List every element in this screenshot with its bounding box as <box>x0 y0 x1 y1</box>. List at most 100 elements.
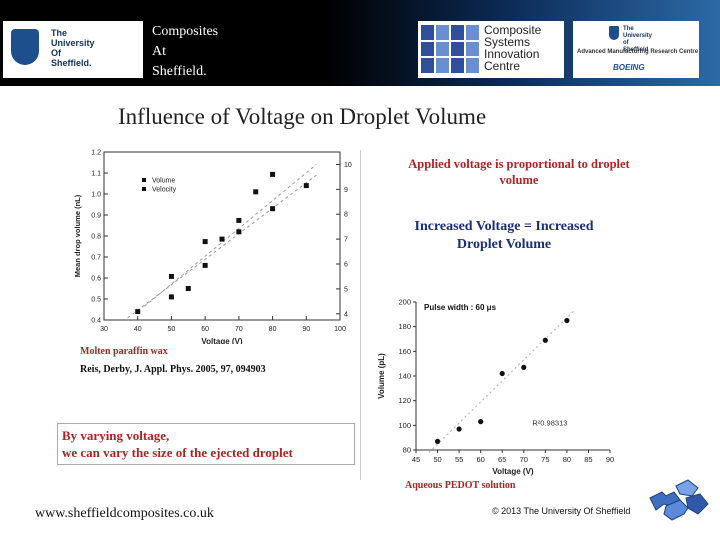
volume-point <box>270 206 276 212</box>
y2-tick-label: 8 <box>344 212 348 219</box>
x-tick-label: 70 <box>520 455 528 464</box>
fit-line-volume <box>127 174 317 319</box>
x-tick-label: 80 <box>269 326 277 333</box>
boeing-logo-text: BOEING <box>613 63 645 72</box>
pulse-annotation: Pulse width : 60 μs <box>424 303 497 312</box>
header-title: Composites At Sheffield. <box>152 24 219 79</box>
fit-line <box>428 309 576 453</box>
y-axis-label: Volume (pL) <box>377 353 386 399</box>
y-tick-label: 0.5 <box>91 297 101 304</box>
y2-tick-label: 4 <box>344 311 348 318</box>
x-tick-label: 50 <box>168 326 176 333</box>
legend-label-velocity: Velocity <box>152 187 177 194</box>
x-tick-label: 75 <box>541 455 549 464</box>
legend-label-volume: Volume <box>152 178 175 185</box>
x-tick-label: 100 <box>334 326 346 333</box>
amrc-crest-icon <box>609 26 619 40</box>
y-tick-label: 1.1 <box>91 171 101 178</box>
csic-logo: Composite Systems Innovation Centre <box>418 21 564 78</box>
x-axis-label: Voltage (V) <box>492 467 534 476</box>
callout-line-2: we can vary the size of the ejected drop… <box>62 445 293 460</box>
x-tick-label: 90 <box>606 455 614 464</box>
slide-title: Influence of Voltage on Droplet Volume <box>118 104 487 129</box>
y2-tick-label: 10 <box>344 162 352 169</box>
x-tick-label: 65 <box>498 455 506 464</box>
university-logo-text: The University Of Sheffield. <box>51 28 95 68</box>
y2-tick-label: 6 <box>344 262 348 269</box>
note-proportional: Applied voltage is proportional to dropl… <box>408 157 630 187</box>
volume-point <box>202 262 208 268</box>
callout-line-1: By varying voltage, <box>62 428 170 443</box>
y2-tick-label: 5 <box>344 286 348 293</box>
y-tick-label: 80 <box>403 446 411 455</box>
volume-point <box>236 229 242 235</box>
y-tick-label: 0.7 <box>91 255 101 262</box>
caption-pedot: Aqueous PEDOT solution <box>405 480 516 491</box>
velocity-point <box>253 189 259 195</box>
volume-point <box>185 286 191 291</box>
x-tick-label: 45 <box>412 455 420 464</box>
amrc-university-text: The University of Sheffield <box>623 26 653 53</box>
velocity-point <box>270 171 276 177</box>
legend-marker-volume <box>142 178 146 182</box>
legend-marker-velocity <box>142 187 146 191</box>
x-tick-label: 60 <box>476 455 484 464</box>
voltage-chart-1: 30 40 50 60 70 80 90 100 0.4 0.5 0.6 0.7 0.8 0.9 1.0 1.… <box>73 150 352 345</box>
divider <box>360 150 361 480</box>
caption-paraffin: Molten paraffin wax <box>80 346 168 357</box>
university-crest-icon <box>11 29 39 65</box>
plot-frame <box>103 151 341 321</box>
puzzle-logo-icon <box>649 479 709 521</box>
x-tick-label: 60 <box>201 326 209 333</box>
y-tick-label: 120 <box>398 396 411 405</box>
y-tick-label: 1.0 <box>91 192 101 199</box>
csic-logo-text: Composite Systems Innovation Centre <box>484 23 542 73</box>
amrc-text: Advanced Manufacturing Research Centre <box>577 49 699 55</box>
x-tick-label: 55 <box>455 455 463 464</box>
velocity-point <box>236 217 242 223</box>
callout-text: By varying voltage, we can vary the size … <box>62 427 293 461</box>
y-tick-label: 0.9 <box>91 213 101 220</box>
y-tick-label: 180 <box>398 322 411 331</box>
x-tick-label: 30 <box>100 326 108 333</box>
x-tick-label: 85 <box>584 455 592 464</box>
note-increased: Increased Voltage = Increased Droplet Vo… <box>414 219 594 252</box>
x-tick-label: 80 <box>563 455 571 464</box>
volume-point <box>456 426 462 432</box>
volume-point <box>478 419 484 425</box>
y-tick-label: 100 <box>398 421 411 430</box>
y2-tick-label: 9 <box>344 187 348 194</box>
y-tick-label: 160 <box>398 347 411 356</box>
y-tick-label: 0.8 <box>91 234 101 241</box>
volume-point <box>564 317 570 324</box>
footer-copyright: © 2013 The University Of Sheffield <box>492 506 631 516</box>
velocity-point <box>168 273 174 279</box>
citation: Reis, Derby, J. Appl. Phys. 2005, 97, 09… <box>80 364 266 375</box>
footer-url[interactable]: www.sheffieldcomposites.co.uk <box>35 506 214 521</box>
volume-point <box>542 337 548 343</box>
y2-tick-label: 7 <box>344 237 348 244</box>
velocity-point <box>202 239 208 245</box>
amrc-logo: The University of Sheffield Advanced Man… <box>573 21 699 78</box>
y-tick-label: 200 <box>398 298 411 307</box>
voltage-chart-2: 45 50 55 60 65 70 75 80 85 90 80 100 120 140 160 180 200… <box>377 298 614 477</box>
velocity-point <box>219 236 225 242</box>
y-tick-label: 1.2 <box>91 150 101 157</box>
volume-point <box>168 294 174 300</box>
y-tick-label: 0.6 <box>91 276 101 283</box>
x-tick-label: 40 <box>134 326 142 333</box>
x-axis-label: Voltage (V) <box>201 337 243 344</box>
fit-label: R²0.98313 <box>532 418 567 427</box>
callout-box: By varying voltage, we can vary the size … <box>57 423 355 465</box>
x-tick-label: 50 <box>433 455 441 464</box>
y-tick-label: 0.4 <box>91 318 101 325</box>
university-logo: The University Of Sheffield. <box>3 21 143 78</box>
volume-point <box>521 364 527 370</box>
x-tick-label: 70 <box>235 326 243 333</box>
header-bar: The University Of Sheffield. Composites … <box>0 0 720 86</box>
y-axis-label: Mean drop volume (nL) <box>73 194 82 277</box>
csic-mark-icon <box>421 25 479 73</box>
volume-point <box>135 309 141 315</box>
volume-point <box>499 370 505 377</box>
volume-point <box>303 183 309 189</box>
